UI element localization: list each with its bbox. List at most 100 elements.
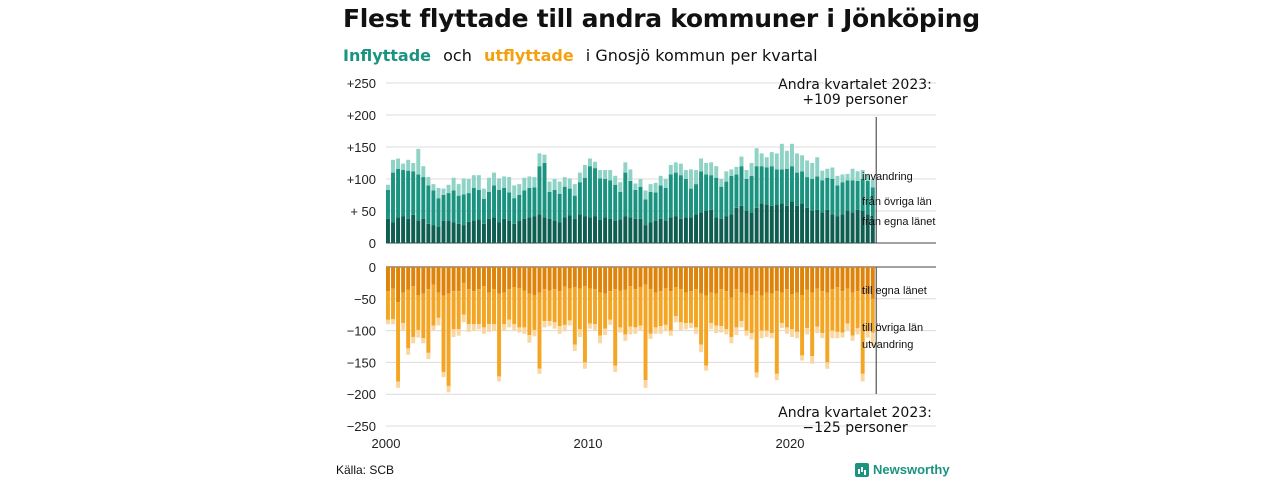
chart-svg: +250 +200 +150 +100 + 50 0 0 −50 −100 −150 −200 −25… [347,76,936,451]
bar-out-1 [562,286,567,325]
bar-in-0 [815,209,820,243]
bar-out-2 [870,332,875,347]
bar-in-1 [441,195,446,221]
bar-in-0 [820,212,825,243]
bar-in-0 [471,220,476,243]
bar-out-1 [552,289,557,323]
bar-in-2 [683,170,688,179]
bar-in-0 [805,207,810,243]
bar-out-0 [734,267,739,290]
bar-out-2 [704,365,709,371]
bar-out-2 [719,326,724,333]
bar-in-1 [845,180,850,211]
bar-in-1 [451,190,456,223]
bar-out-0 [623,267,628,290]
bar-out-0 [562,267,567,287]
bar-in-2 [840,174,845,183]
bar-out-2 [562,324,567,332]
bar-in-0 [598,219,603,243]
bar-out-2 [694,327,698,334]
bar-out-2 [507,319,512,328]
bar-in-0 [643,225,648,243]
bar-in-2 [406,159,411,171]
bar-out-2 [648,333,653,339]
bar-out-1 [779,292,784,323]
bar-out-1 [492,289,496,325]
bar-in-0 [436,227,441,243]
bar-in-1 [689,188,693,218]
bar-in-1 [825,177,830,210]
bar-out-2 [825,362,830,369]
x-tick-label: 2010 [574,436,603,451]
bar-in-2 [790,143,794,167]
bar-in-1 [391,172,395,223]
bar-out-0 [466,267,471,290]
bar-in-0 [613,220,618,243]
bar-out-1 [593,289,597,325]
bar-in-2 [527,176,532,188]
bar-out-2 [588,323,592,329]
bar-in-0 [633,218,638,243]
bar-in-2 [860,170,865,179]
bar-in-2 [795,153,799,173]
bar-out-0 [613,267,618,290]
bar-out-2 [663,324,668,332]
bar-in-1 [734,174,739,208]
bar-in-1 [567,188,572,216]
bar-out-0 [709,267,714,293]
bar-out-2 [734,327,739,336]
bar-out-1 [815,288,820,327]
bar-in-1 [759,166,764,204]
bar-out-1 [694,289,698,328]
bar-out-0 [547,267,552,291]
bar-out-2 [593,324,597,331]
bar-out-1 [840,291,845,333]
bar-in-0 [512,223,517,243]
bar-in-2 [593,161,597,169]
bar-in-0 [865,214,870,243]
bar-out-2 [446,385,451,393]
bar-out-1 [825,292,830,363]
bar-in-2 [608,170,613,181]
bar-out-0 [719,267,724,290]
bar-out-1 [820,291,825,334]
bar-out-1 [487,292,491,325]
bar-out-1 [517,287,522,328]
bar-out-0 [865,267,870,294]
bar-in-1 [860,179,865,211]
bar-in-0 [441,220,446,243]
brand-name: Newsworthy [873,462,950,477]
y-tick-label: +200 [347,108,376,123]
bar-out-1 [689,291,693,323]
annotation-out-head: Andra kvartalet 2023: [778,405,932,421]
bar-in-1 [774,169,779,205]
bar-in-2 [582,164,587,178]
bar-out-1 [709,292,714,323]
bar-in-2 [784,150,789,169]
bar-in-1 [542,163,547,218]
bar-in-1 [507,192,512,221]
bar-out-2 [840,332,845,338]
bar-in-0 [840,214,845,243]
bar-in-0 [446,220,451,243]
bar-out-0 [694,267,698,290]
bar-out-1 [466,289,471,325]
bar-in-0 [542,217,547,243]
bar-out-1 [800,294,805,356]
bar-in-2 [633,183,638,190]
bar-out-1 [810,292,815,357]
bar-in-1 [719,186,724,219]
bar-in-2 [673,162,678,173]
bar-in-0 [800,203,805,243]
bar-out-2 [744,330,749,336]
y-tick-label: −250 [347,419,376,434]
bar-out-2 [683,322,688,330]
y-tick-label: 0 [369,236,376,251]
bar-out-2 [810,356,815,364]
bar-out-1 [431,284,436,326]
bar-in-1 [850,180,855,213]
bar-out-2 [815,326,820,334]
bar-in-1 [547,191,552,219]
bar-out-2 [577,329,582,337]
bar-in-1 [729,175,734,215]
